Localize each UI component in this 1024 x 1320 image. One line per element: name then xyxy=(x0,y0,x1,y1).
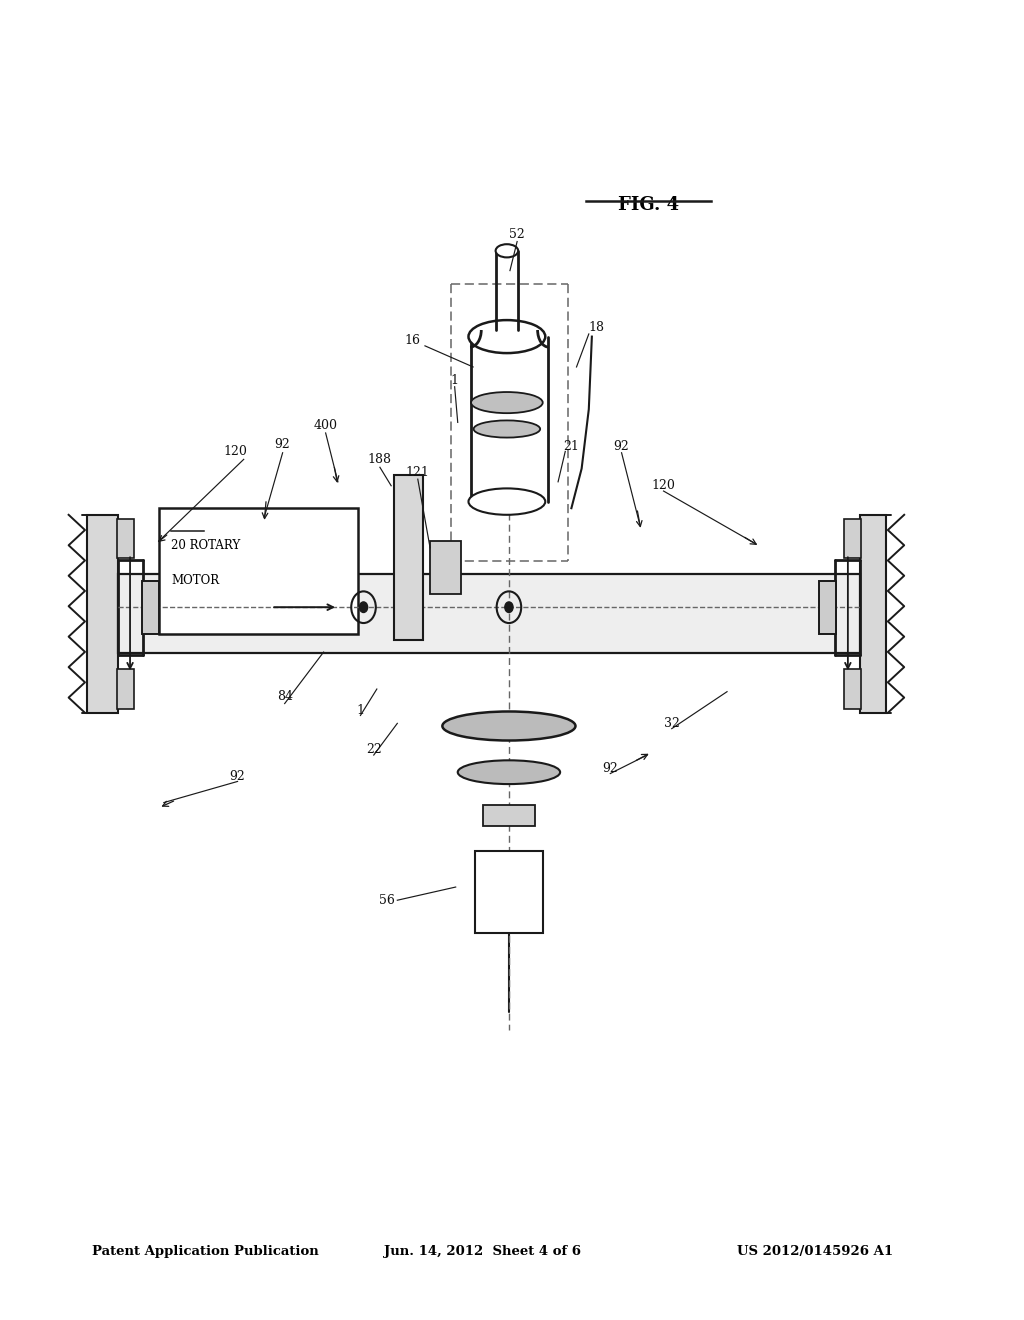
Bar xyxy=(819,581,836,634)
Text: 120: 120 xyxy=(223,445,248,458)
Text: 92: 92 xyxy=(602,762,618,775)
Text: 1: 1 xyxy=(356,704,365,717)
Ellipse shape xyxy=(469,488,545,515)
Text: 18: 18 xyxy=(588,321,604,334)
Bar xyxy=(394,475,423,640)
Text: Jun. 14, 2012  Sheet 4 of 6: Jun. 14, 2012 Sheet 4 of 6 xyxy=(384,1245,581,1258)
Text: 56: 56 xyxy=(379,894,395,907)
Text: Patent Application Publication: Patent Application Publication xyxy=(92,1245,318,1258)
Text: 92: 92 xyxy=(229,770,246,783)
Bar xyxy=(475,851,543,933)
Ellipse shape xyxy=(473,420,541,438)
Text: MOTOR: MOTOR xyxy=(171,574,219,587)
Bar xyxy=(430,541,461,594)
Bar xyxy=(860,515,886,713)
Text: FIG. 4: FIG. 4 xyxy=(617,195,679,214)
Text: 92: 92 xyxy=(274,438,291,451)
Text: 400: 400 xyxy=(313,418,338,432)
Circle shape xyxy=(359,602,368,612)
Text: 52: 52 xyxy=(509,228,525,242)
Ellipse shape xyxy=(471,392,543,413)
Text: 16: 16 xyxy=(404,334,421,347)
Bar xyxy=(118,574,860,653)
Ellipse shape xyxy=(469,319,545,354)
Text: 20 ROTARY: 20 ROTARY xyxy=(171,539,241,552)
Ellipse shape xyxy=(442,711,575,741)
Bar xyxy=(87,515,118,713)
Bar xyxy=(844,669,861,709)
Bar xyxy=(844,519,861,558)
Bar xyxy=(117,519,134,558)
Ellipse shape xyxy=(458,760,560,784)
Text: US 2012/0145926 A1: US 2012/0145926 A1 xyxy=(737,1245,893,1258)
Text: 84: 84 xyxy=(276,690,293,704)
Bar xyxy=(117,669,134,709)
Text: 32: 32 xyxy=(664,717,680,730)
Text: 22: 22 xyxy=(366,743,382,756)
Text: 121: 121 xyxy=(406,466,430,479)
Text: 1: 1 xyxy=(451,374,459,387)
Ellipse shape xyxy=(496,244,518,257)
Bar xyxy=(483,805,535,826)
Text: 120: 120 xyxy=(651,479,676,492)
Text: 188: 188 xyxy=(368,453,392,466)
Text: 21: 21 xyxy=(563,440,580,453)
Bar xyxy=(159,508,358,634)
Bar xyxy=(142,581,159,634)
Text: 92: 92 xyxy=(613,440,630,453)
Circle shape xyxy=(505,602,513,612)
